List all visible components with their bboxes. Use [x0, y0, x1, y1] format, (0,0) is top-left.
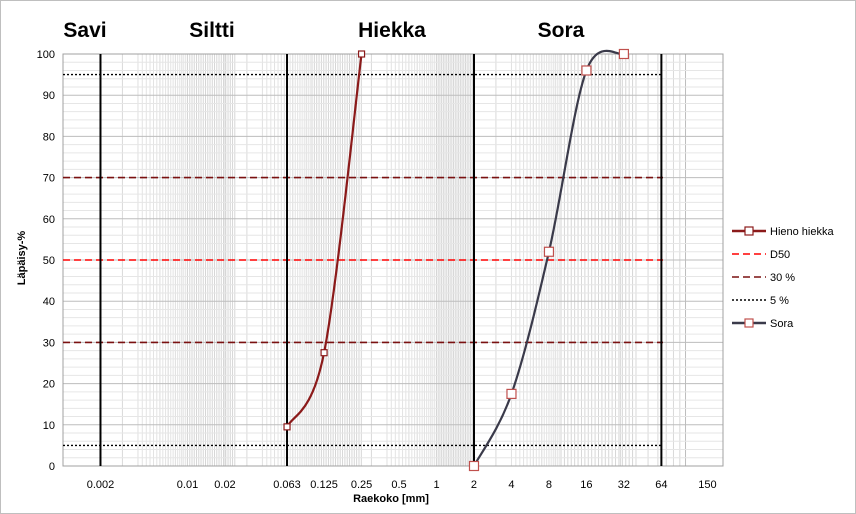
data-point [283, 423, 291, 431]
x-tick-label: 16 [580, 479, 592, 491]
data-point [357, 50, 366, 58]
data-point [320, 349, 328, 357]
y-tick-label: 30 [43, 337, 55, 349]
zone-boundaries [99, 54, 663, 466]
x-tick-label: 2 [471, 479, 477, 491]
x-tick-label: 0.02 [214, 479, 235, 491]
zone-label: Savi [63, 19, 106, 42]
y-axis-title: Läpäisy-% [16, 231, 28, 286]
x-tick-label: 1 [433, 479, 439, 491]
x-tick-label: 0.25 [351, 479, 372, 491]
legend-item: D50 [732, 249, 790, 261]
legend-item: 5 % [732, 295, 789, 307]
y-tick-label: 50 [43, 255, 55, 267]
data-point [581, 65, 592, 76]
x-tick-label: 32 [618, 479, 630, 491]
y-tick-label: 20 [43, 379, 55, 391]
y-tick-label: 100 [37, 49, 55, 61]
legend-marker [744, 318, 754, 328]
zone-labels: Savi Siltti Hiekka Sora [63, 19, 584, 42]
y-tick-label: 40 [43, 296, 55, 308]
series [283, 48, 630, 472]
y-tick-label: 10 [43, 420, 55, 432]
legend-label: 5 % [770, 295, 789, 307]
x-axis-title: Raekoko [mm] [353, 493, 429, 505]
legend-item: Hieno hiekka [732, 226, 834, 238]
y-tick-label: 90 [43, 90, 55, 102]
zone-label: Hiekka [358, 19, 426, 42]
legend: Hieno hiekka D50 30 % 5 % Sora [732, 226, 834, 330]
data-point [468, 460, 480, 472]
y-tick-label: 70 [43, 173, 55, 185]
legend-label: D50 [770, 249, 790, 261]
zone-label: Siltti [189, 19, 235, 42]
tick-labels: 0.002 0.01 0.02 0.063 0.125 0.25 0.5 1 2 4 8 16 32 64… [37, 49, 717, 491]
x-tick-label: 8 [546, 479, 552, 491]
data-point [506, 388, 517, 399]
x-tick-label: 0.01 [177, 479, 198, 491]
x-tick-label: 0.063 [273, 479, 301, 491]
data-point [543, 246, 555, 257]
x-tick-label: 0.5 [391, 479, 406, 491]
x-tick-label: 0.002 [87, 479, 115, 491]
legend-marker [744, 226, 754, 236]
y-tick-label: 0 [49, 461, 55, 473]
y-tick-label: 80 [43, 131, 55, 143]
y-tick-label: 60 [43, 214, 55, 226]
x-tick-label: 4 [508, 479, 514, 491]
x-tick-label: 0.125 [310, 479, 338, 491]
legend-label: Hieno hiekka [770, 226, 834, 238]
legend-label: Sora [770, 318, 794, 330]
x-tick-label: 150 [698, 479, 716, 491]
legend-item: Sora [732, 318, 794, 330]
legend-label: 30 % [770, 272, 795, 284]
data-point [618, 48, 630, 60]
x-tick-label: 64 [655, 479, 667, 491]
series-line [286, 53, 363, 428]
zone-label: Sora [538, 19, 585, 42]
legend-item: 30 % [732, 272, 795, 284]
